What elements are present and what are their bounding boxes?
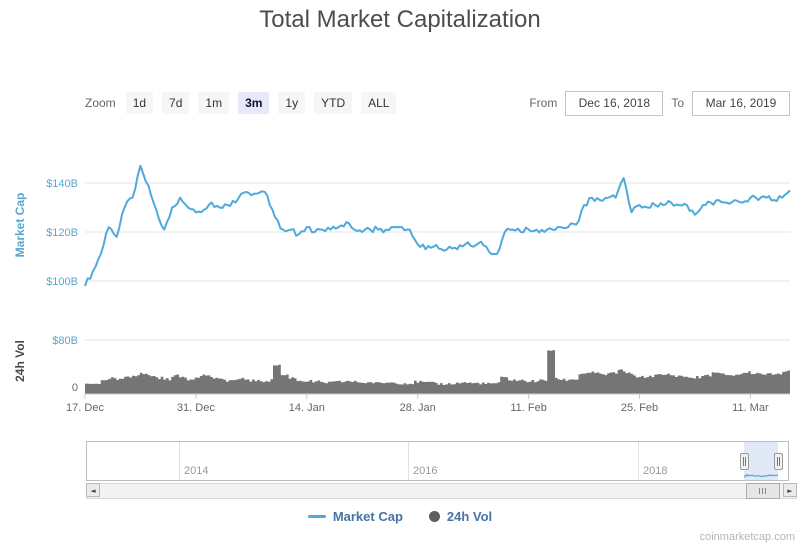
navigator[interactable]: 2014 2016 2018	[86, 441, 789, 481]
navigator-selection[interactable]	[744, 442, 778, 480]
to-date-input[interactable]	[692, 90, 790, 116]
line-marker-icon	[307, 515, 326, 518]
range-button-3m[interactable]: 3m	[238, 92, 270, 114]
range-button-ytd[interactable]: YTD	[314, 92, 353, 114]
range-button-1m[interactable]: 1m	[198, 92, 230, 114]
range-button-all[interactable]: ALL	[361, 92, 397, 114]
x-axis-tick-label: 11. Feb	[510, 402, 547, 414]
x-axis-tick-label: 31. Dec	[177, 402, 215, 414]
legend-label-market-cap: Market Cap	[332, 509, 403, 524]
market-cap-axis-title: Market Cap	[13, 192, 27, 258]
scrollbar-left-arrow-icon[interactable]: ◄	[86, 483, 100, 497]
x-axis-tick-label: 28. Jan	[400, 402, 436, 414]
x-axis-tick-label: 17. Dec	[66, 402, 104, 414]
range-toolbar: Zoom 1d 7d 1m 3m 1y YTD ALL From To	[85, 90, 790, 116]
scrollbar-thumb[interactable]	[746, 483, 780, 499]
y-axis-tick-label: $100B	[46, 276, 78, 288]
legend-item-24h-vol[interactable]: 24h Vol	[428, 509, 493, 524]
scrollbar-right-arrow-icon[interactable]: ►	[783, 483, 797, 497]
range-button-1y[interactable]: 1y	[278, 92, 306, 114]
date-range-inputs: From To	[529, 90, 790, 116]
range-button-1d[interactable]: 1d	[125, 92, 154, 114]
y-axis-tick-label: $140B	[46, 178, 78, 190]
navigator-gridline	[638, 442, 639, 480]
navigator-year-label: 2018	[643, 465, 668, 477]
x-axis-tick-label: 14. Jan	[289, 402, 325, 414]
y-axis-tick-label: $120B	[46, 227, 78, 239]
scrollbar-track[interactable]: ◄ ►	[86, 483, 797, 499]
from-date-input[interactable]	[565, 90, 664, 116]
credit-link[interactable]: coinmarketcap.com	[699, 531, 795, 543]
circle-marker-icon	[428, 511, 440, 522]
zoom-label: Zoom	[85, 96, 116, 110]
from-label: From	[529, 96, 558, 110]
x-axis-tick-label: 25. Feb	[621, 402, 658, 414]
navigator-right-handle[interactable]	[774, 453, 783, 470]
y-axis-tick-label: $80B	[52, 335, 78, 347]
legend-item-market-cap[interactable]: Market Cap	[307, 509, 403, 524]
navigator-left-handle[interactable]	[740, 453, 749, 470]
navigator-gridline	[179, 442, 180, 480]
legend-label-24h-vol: 24h Vol	[446, 509, 493, 524]
navigator-series	[744, 473, 778, 478]
legend: Market Cap 24h Vol	[0, 509, 800, 524]
x-axis-tick-label: 11. Mar	[732, 402, 769, 414]
to-label: To	[671, 96, 684, 110]
page-title: Total Market Capitalization	[259, 6, 541, 33]
range-button-7d[interactable]: 7d	[162, 92, 190, 114]
volume-axis-title: 24h Vol	[13, 340, 27, 382]
navigator-year-label: 2014	[184, 465, 209, 477]
navigator-year-label: 2016	[413, 465, 438, 477]
chart-plot-area[interactable]	[85, 135, 790, 395]
y-axis-tick-label: 0	[72, 382, 78, 394]
navigator-gridline	[408, 442, 409, 480]
